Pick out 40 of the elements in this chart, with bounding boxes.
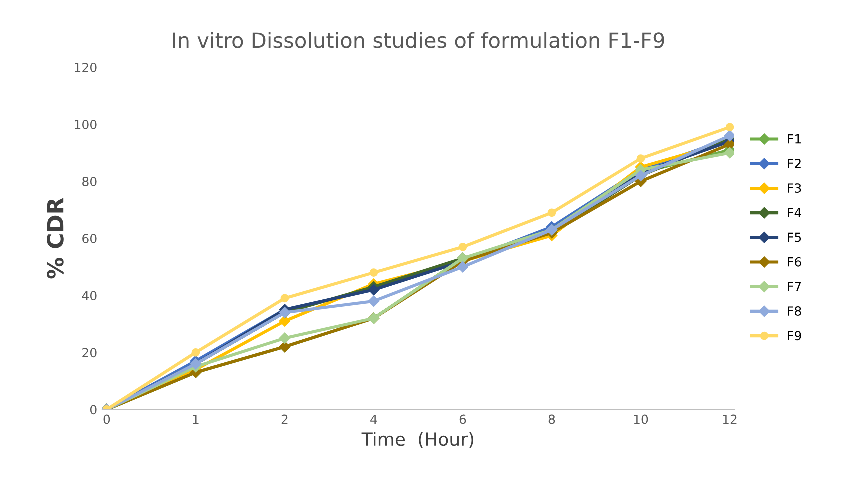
point xyxy=(370,268,378,277)
x-axis-title: Time (Hour) xyxy=(362,432,474,448)
x-tick-label: 4 xyxy=(370,414,378,424)
point xyxy=(726,123,734,132)
legend-label: F6 xyxy=(788,257,802,267)
legend-label: F9 xyxy=(788,331,802,341)
chart-title: In vitro Dissolution studies of formulation F1-F9 xyxy=(173,32,664,48)
legend-label: F4 xyxy=(788,208,802,218)
x-tick-label: 6 xyxy=(460,414,466,424)
x-tick-label: 1 xyxy=(193,414,199,424)
legend-label: F3 xyxy=(788,184,802,194)
x-tick-label: 10 xyxy=(634,414,648,424)
point xyxy=(192,348,200,357)
y-tick-label: 100 xyxy=(75,120,97,130)
x-tick-label: 8 xyxy=(548,414,556,424)
y-tick-label: 0 xyxy=(90,405,97,415)
x-tick-label: 0 xyxy=(104,414,110,424)
point xyxy=(457,262,469,273)
y-tick-label: 60 xyxy=(82,234,97,244)
point xyxy=(636,154,646,163)
y-tick-label: 80 xyxy=(82,177,97,186)
y-tick-label: 40 xyxy=(82,291,97,301)
point xyxy=(548,208,556,218)
legend-label: F8 xyxy=(788,306,802,316)
x-tick-label: 12 xyxy=(723,414,737,424)
x-tick-label: 2 xyxy=(282,414,288,424)
point xyxy=(724,130,734,142)
point xyxy=(458,242,468,252)
point xyxy=(279,332,291,344)
point xyxy=(368,296,380,307)
legend-label: F2 xyxy=(788,158,801,168)
legend-label: F1 xyxy=(788,134,801,144)
legend-label: F7 xyxy=(788,282,802,292)
point xyxy=(724,147,734,159)
y-tick-label: 120 xyxy=(75,62,97,72)
point xyxy=(279,316,291,327)
point xyxy=(280,294,290,303)
legend-label: F5 xyxy=(788,232,802,242)
y-axis-title: % CDR xyxy=(47,198,64,279)
y-tick-label: 20 xyxy=(82,348,97,358)
